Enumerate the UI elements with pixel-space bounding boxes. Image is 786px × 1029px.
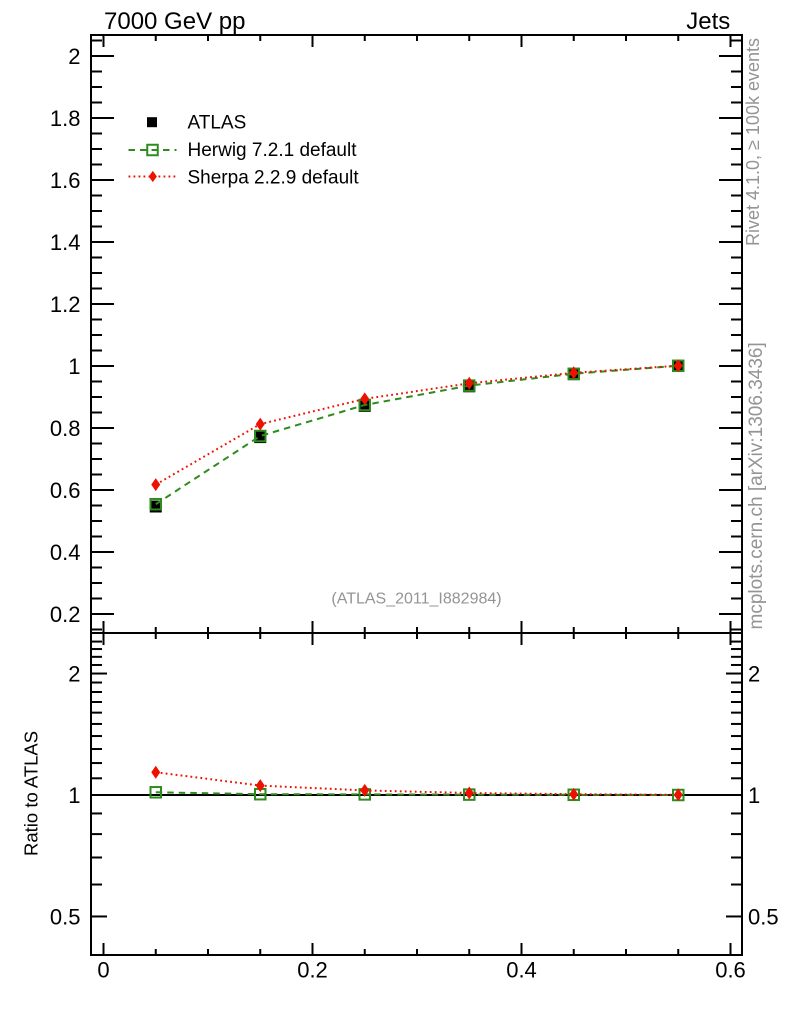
svg-text:Jets: Jets: [686, 8, 730, 35]
svg-text:0.5: 0.5: [748, 904, 779, 929]
svg-text:2: 2: [68, 662, 80, 687]
svg-text:1: 1: [748, 783, 760, 808]
svg-text:0.6: 0.6: [50, 478, 81, 503]
svg-text:1.6: 1.6: [50, 168, 81, 193]
svg-text:2: 2: [68, 44, 80, 69]
svg-text:0: 0: [97, 958, 109, 983]
svg-text:Herwig 7.2.1 default: Herwig 7.2.1 default: [188, 140, 358, 161]
svg-text:Ratio to ATLAS: Ratio to ATLAS: [21, 731, 42, 856]
svg-text:1.2: 1.2: [50, 292, 81, 317]
svg-text:Sherpa 2.2.9 default: Sherpa 2.2.9 default: [188, 167, 360, 188]
svg-text:(ATLAS_2011_I882984): (ATLAS_2011_I882984): [331, 591, 501, 608]
svg-text:1.4: 1.4: [50, 230, 81, 255]
svg-text:0.4: 0.4: [506, 958, 537, 983]
svg-text:0.4: 0.4: [50, 540, 81, 565]
svg-text:7000 GeV pp: 7000 GeV pp: [104, 8, 245, 35]
svg-text:0.8: 0.8: [50, 416, 81, 441]
svg-text:Rivet 4.1.0, ≥ 100k events: Rivet 4.1.0, ≥ 100k events: [743, 38, 763, 246]
svg-text:0.6: 0.6: [715, 958, 746, 983]
svg-text:2: 2: [748, 662, 760, 687]
svg-text:1.8: 1.8: [50, 106, 81, 131]
svg-text:0.5: 0.5: [50, 904, 81, 929]
svg-text:0.2: 0.2: [297, 958, 328, 983]
svg-text:mcplots.cern.ch [arXiv:1306.34: mcplots.cern.ch [arXiv:1306.3436]: [746, 342, 767, 629]
svg-text:1: 1: [68, 783, 80, 808]
svg-text:1: 1: [68, 354, 80, 379]
svg-text:ATLAS: ATLAS: [188, 113, 247, 134]
svg-text:0.2: 0.2: [50, 602, 81, 627]
